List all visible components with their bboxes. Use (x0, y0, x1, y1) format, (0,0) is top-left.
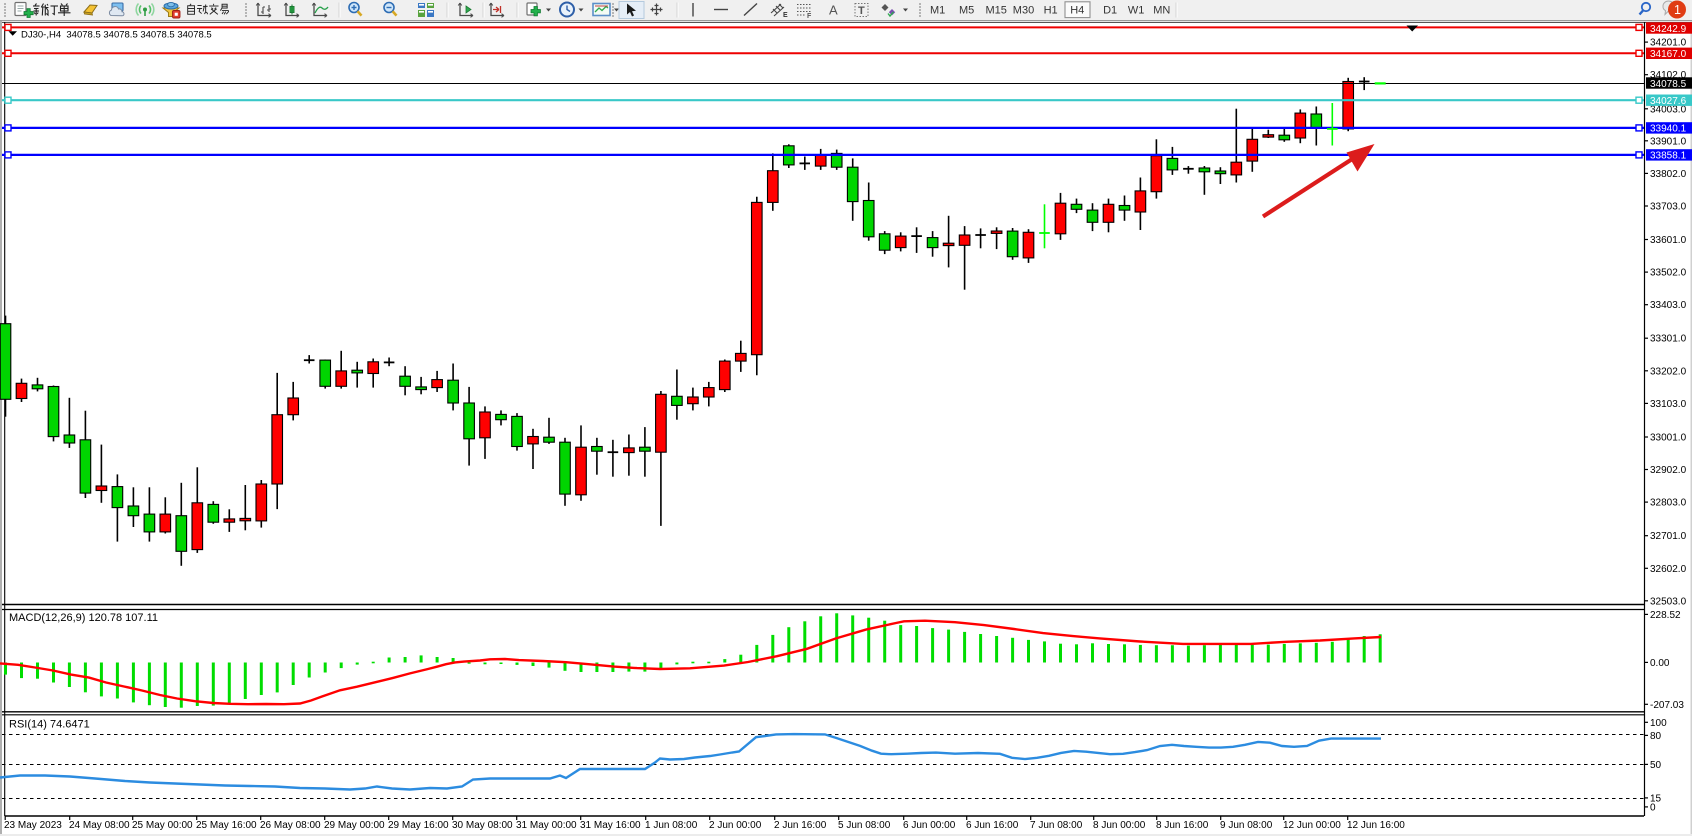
svg-text:12 Jun 00:00: 12 Jun 00:00 (1283, 820, 1341, 831)
svg-text:MACD(12,26,9) 120.78 107.11: MACD(12,26,9) 120.78 107.11 (9, 612, 158, 624)
svg-text:2 Jun 16:00: 2 Jun 16:00 (774, 820, 827, 831)
svg-text:33403.0: 33403.0 (1650, 300, 1687, 311)
svg-text:34102.0: 34102.0 (1650, 70, 1687, 81)
svg-text:8 Jun 16:00: 8 Jun 16:00 (1156, 820, 1209, 831)
svg-text:T: T (858, 5, 865, 17)
svg-text:29 May 00:00: 29 May 00:00 (324, 820, 385, 831)
svg-text:50: 50 (1650, 760, 1662, 771)
svg-text:34201.0: 34201.0 (1650, 38, 1687, 49)
svg-text:F: F (807, 13, 812, 20)
svg-text:33103.0: 33103.0 (1650, 399, 1687, 410)
svg-text:D1: D1 (1103, 5, 1117, 17)
svg-text:9 Jun 08:00: 9 Jun 08:00 (1220, 820, 1273, 831)
svg-text:2 Jun 00:00: 2 Jun 00:00 (709, 820, 762, 831)
svg-text:34167.0: 34167.0 (1650, 49, 1687, 60)
svg-text:1 Jun 08:00: 1 Jun 08:00 (645, 820, 698, 831)
svg-text:80: 80 (1650, 731, 1662, 742)
svg-text:32701.0: 32701.0 (1650, 531, 1687, 542)
svg-text:-207.03: -207.03 (1650, 700, 1684, 711)
svg-text:25 May 16:00: 25 May 16:00 (196, 820, 257, 831)
svg-text:33940.1: 33940.1 (1650, 124, 1687, 135)
svg-text:30 May 08:00: 30 May 08:00 (452, 820, 513, 831)
svg-text:31 May 16:00: 31 May 16:00 (580, 820, 641, 831)
svg-text:32803.0: 32803.0 (1650, 498, 1687, 509)
svg-text:A: A (829, 3, 838, 18)
svg-text:24 May 08:00: 24 May 08:00 (69, 820, 130, 831)
svg-text:25 May 00:00: 25 May 00:00 (132, 820, 193, 831)
svg-text:23 May 2023: 23 May 2023 (4, 820, 62, 831)
svg-text:0: 0 (1650, 802, 1656, 813)
svg-text:33601.0: 33601.0 (1650, 235, 1687, 246)
svg-text:M30: M30 (1013, 5, 1034, 17)
svg-text:100: 100 (1650, 718, 1667, 729)
svg-text:31 May 00:00: 31 May 00:00 (516, 820, 577, 831)
svg-text:1: 1 (1674, 3, 1681, 17)
svg-text:26 May 08:00: 26 May 08:00 (260, 820, 321, 831)
svg-text:32902.0: 32902.0 (1650, 465, 1687, 476)
svg-text:6 Jun 00:00: 6 Jun 00:00 (903, 820, 956, 831)
svg-text:E: E (783, 12, 788, 19)
svg-text:M5: M5 (959, 5, 974, 17)
svg-text:H1: H1 (1044, 5, 1058, 17)
svg-text:MN: MN (1153, 5, 1170, 17)
svg-text:6 Jun 16:00: 6 Jun 16:00 (966, 820, 1019, 831)
svg-text:0.00: 0.00 (1650, 658, 1670, 669)
svg-text:5 Jun 08:00: 5 Jun 08:00 (838, 820, 891, 831)
svg-text:W1: W1 (1128, 5, 1145, 17)
svg-text:15: 15 (1650, 793, 1662, 804)
svg-text:33703.0: 33703.0 (1650, 202, 1687, 213)
svg-text:33502.0: 33502.0 (1650, 268, 1687, 279)
svg-text:228.52: 228.52 (1650, 610, 1681, 621)
svg-text:33001.0: 33001.0 (1650, 433, 1687, 444)
svg-text:8 Jun 00:00: 8 Jun 00:00 (1093, 820, 1146, 831)
svg-text:33901.0: 33901.0 (1650, 136, 1687, 147)
svg-text:34003.0: 34003.0 (1650, 104, 1687, 115)
svg-text:33202.0: 33202.0 (1650, 366, 1687, 377)
svg-text:32602.0: 32602.0 (1650, 564, 1687, 575)
svg-text:M15: M15 (986, 5, 1007, 17)
svg-text:33802.0: 33802.0 (1650, 169, 1687, 180)
svg-text:33301.0: 33301.0 (1650, 334, 1687, 345)
svg-text:34078.5: 34078.5 (1650, 79, 1687, 90)
svg-text:RSI(14) 74.6471: RSI(14) 74.6471 (9, 719, 90, 731)
svg-text:DJ30-,H4 34078.5 34078.5 3407: DJ30-,H4 34078.5 34078.5 34078.5 34078.5 (21, 30, 212, 41)
svg-text:34242.9: 34242.9 (1650, 24, 1687, 35)
svg-text:34027.6: 34027.6 (1650, 96, 1687, 107)
svg-text:7 Jun 08:00: 7 Jun 08:00 (1030, 820, 1083, 831)
svg-text:M1: M1 (930, 5, 945, 17)
svg-text:29 May 16:00: 29 May 16:00 (388, 820, 449, 831)
svg-text:33858.1: 33858.1 (1650, 151, 1687, 162)
svg-text:32503.0: 32503.0 (1650, 596, 1687, 607)
svg-text:H4: H4 (1070, 5, 1084, 17)
svg-text:12 Jun 16:00: 12 Jun 16:00 (1347, 820, 1405, 831)
